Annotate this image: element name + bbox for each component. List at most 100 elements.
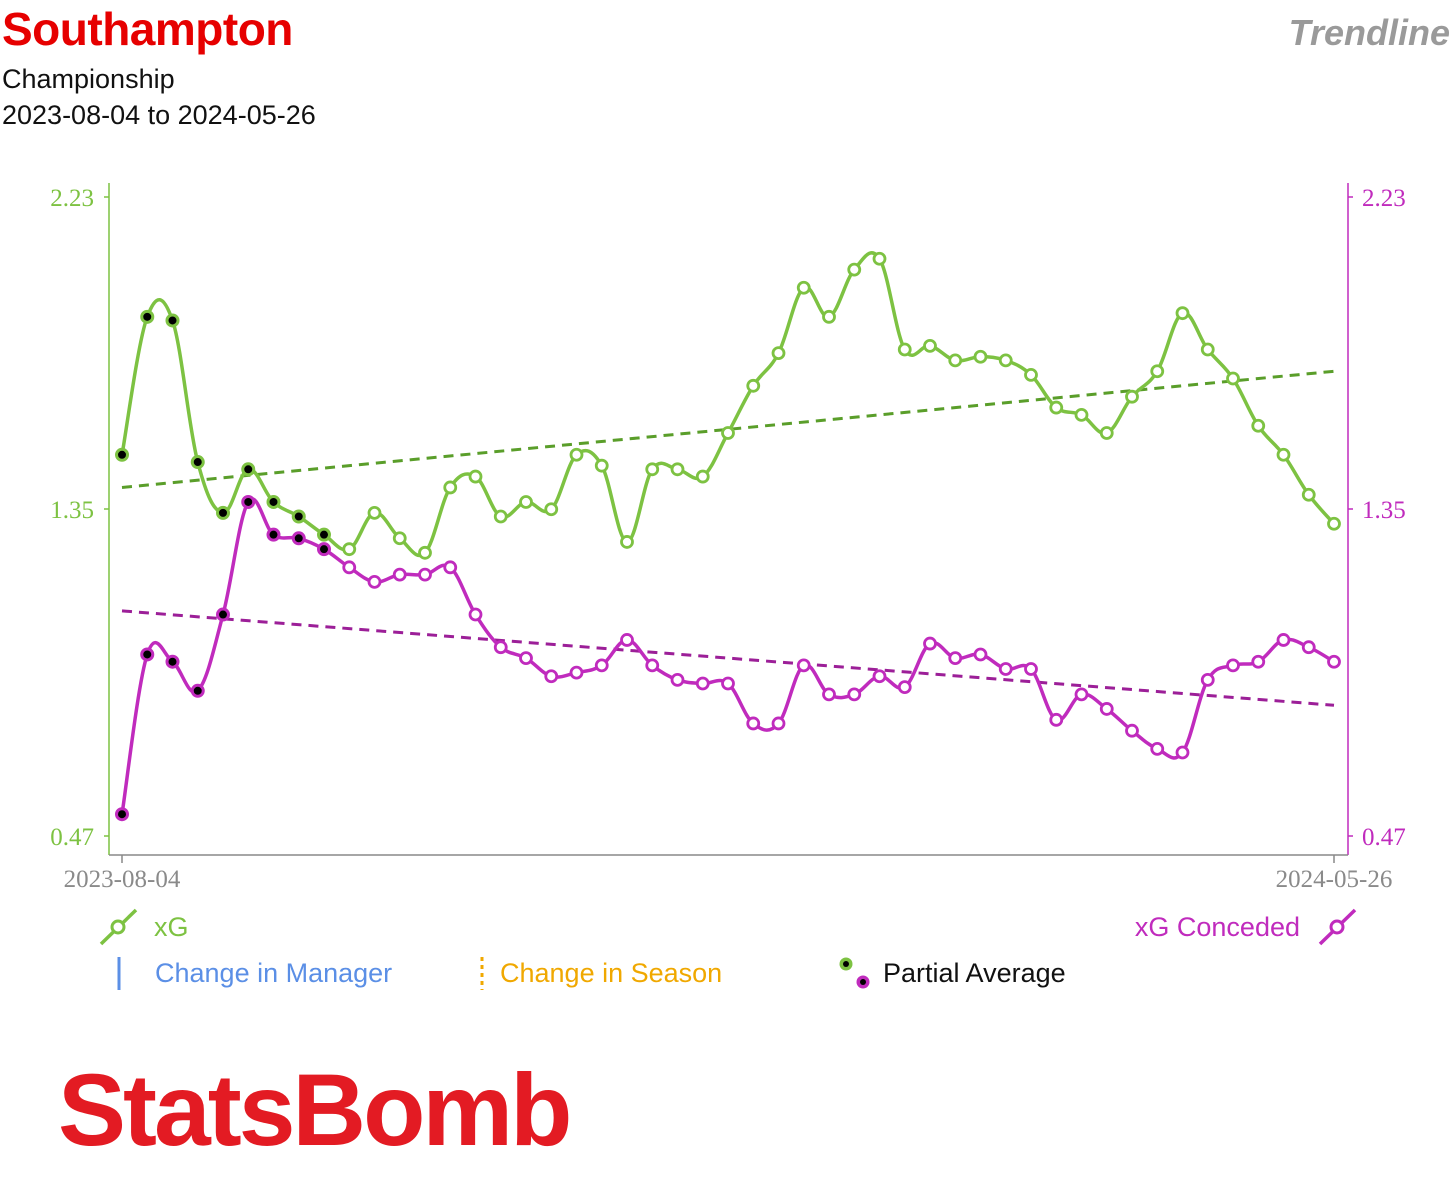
left-y-tick-bottom: 0.47 xyxy=(50,824,94,851)
data-point-xg xyxy=(1200,342,1215,357)
data-point-xg xyxy=(1049,400,1064,415)
data-point-conceded xyxy=(241,494,256,509)
data-point-xg xyxy=(1226,371,1240,386)
statsbomb-logo: StatsBomb xyxy=(58,1053,572,1167)
data-point-conceded xyxy=(1049,712,1064,727)
data-point-xg xyxy=(216,505,230,520)
data-point-conceded xyxy=(746,716,761,731)
legend-xg-icon xyxy=(99,908,138,946)
right-y-tick-mid: 1.35 xyxy=(1362,497,1406,524)
data-point-xg xyxy=(796,280,811,295)
legend-conceded-icon xyxy=(1318,908,1357,946)
data-point-xg xyxy=(544,502,559,517)
data-point-conceded xyxy=(140,647,155,662)
data-point-xg xyxy=(645,462,660,477)
data-point-conceded xyxy=(771,716,786,731)
data-point-conceded xyxy=(1251,654,1266,669)
data-point-conceded xyxy=(317,542,331,557)
data-point-xg xyxy=(468,469,483,484)
data-point-conceded xyxy=(1125,723,1139,738)
data-point-conceded xyxy=(1301,640,1316,655)
data-point-conceded xyxy=(392,567,407,582)
data-point-conceded xyxy=(695,676,710,691)
data-point-conceded xyxy=(998,662,1013,676)
data-point-xg xyxy=(291,509,306,524)
data-point-conceded xyxy=(443,560,458,575)
data-point-xg xyxy=(1327,516,1341,531)
data-point-xg xyxy=(923,338,937,353)
series-line-xg xyxy=(120,251,1336,558)
data-point-xg xyxy=(569,447,584,462)
legend-partial-icon xyxy=(839,957,870,989)
data-point-xg xyxy=(822,309,836,324)
data-point-conceded xyxy=(847,687,862,702)
data-point-xg xyxy=(1150,364,1165,379)
data-point-xg xyxy=(190,455,205,470)
data-point-xg xyxy=(367,505,382,520)
data-point-xg xyxy=(1024,368,1038,382)
data-point-xg xyxy=(1276,447,1291,462)
data-point-xg xyxy=(241,462,256,477)
data-point-xg xyxy=(165,313,180,328)
data-point-xg xyxy=(771,346,786,361)
data-point-conceded xyxy=(468,607,483,622)
data-point-xg xyxy=(998,353,1013,368)
trendline-conceded xyxy=(121,609,1335,707)
data-point-conceded xyxy=(1175,745,1190,760)
data-point-conceded xyxy=(418,567,432,582)
data-point-conceded xyxy=(216,607,230,622)
series-layer xyxy=(115,251,1341,822)
data-point-conceded xyxy=(645,658,660,673)
legend-season-label: Change in Season xyxy=(500,958,722,988)
data-point-conceded xyxy=(115,807,129,822)
data-point-conceded xyxy=(190,683,205,698)
legend-partial-label: Partial Average xyxy=(883,958,1066,988)
data-point-xg xyxy=(418,545,432,560)
data-point-conceded xyxy=(721,676,735,691)
trendline-chart: 2.23 1.35 0.47 2.23 1.35 0.47 2023-08-04… xyxy=(50,183,1406,990)
data-point-conceded xyxy=(872,669,887,684)
data-point-conceded xyxy=(1024,662,1038,676)
data-point-conceded xyxy=(1327,654,1341,669)
data-point-xg xyxy=(1301,487,1316,502)
x-label-end: 2024-05-26 xyxy=(1276,866,1393,893)
data-point-conceded xyxy=(1099,702,1114,716)
data-point-conceded xyxy=(493,640,508,655)
data-point-xg xyxy=(1099,426,1114,440)
data-point-xg xyxy=(872,251,887,266)
data-point-conceded xyxy=(923,636,937,651)
data-point-xg xyxy=(847,262,862,277)
legend-xg-label: xG xyxy=(154,912,189,942)
data-point-xg xyxy=(1125,389,1139,404)
legend-conceded-label: xG Conceded xyxy=(1135,912,1300,942)
data-point-conceded xyxy=(594,658,609,673)
competition-label: Championship xyxy=(2,64,175,94)
data-point-conceded xyxy=(1226,658,1240,673)
data-point-xg xyxy=(746,378,761,393)
data-point-xg xyxy=(897,342,912,357)
data-point-xg xyxy=(140,309,155,324)
data-point-conceded xyxy=(519,651,533,665)
data-point-xg xyxy=(948,353,963,368)
data-point-conceded xyxy=(1150,741,1165,756)
data-point-conceded xyxy=(670,672,685,687)
data-point-xg xyxy=(115,447,129,462)
data-point-xg xyxy=(670,462,685,477)
data-point-xg xyxy=(1251,418,1266,433)
data-point-xg xyxy=(266,494,281,509)
data-point-xg xyxy=(695,469,710,484)
data-point-conceded xyxy=(822,687,836,702)
data-point-xg xyxy=(594,458,609,473)
data-point-conceded xyxy=(291,531,306,546)
series-line-conceded xyxy=(120,497,1335,815)
data-point-xg xyxy=(317,527,331,542)
data-point-xg xyxy=(392,531,407,546)
team-title: Southampton xyxy=(2,3,293,55)
right-y-tick-top: 2.23 xyxy=(1362,185,1406,212)
data-point-conceded xyxy=(544,669,559,684)
data-point-conceded xyxy=(796,658,811,673)
legend-manager-label: Change in Manager xyxy=(155,958,392,988)
data-point-xg xyxy=(620,535,634,549)
x-label-start: 2023-08-04 xyxy=(64,866,181,893)
left-y-tick-top: 2.23 xyxy=(50,185,94,212)
